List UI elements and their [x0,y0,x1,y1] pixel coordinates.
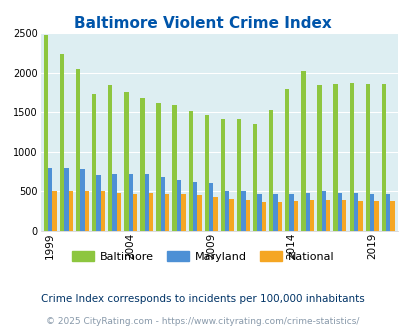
Bar [100,191,105,231]
Bar [245,200,249,231]
Bar [60,54,64,231]
Bar [317,85,321,231]
Bar [209,183,213,231]
Bar [236,119,241,231]
Bar [172,106,177,231]
Bar [181,194,185,231]
Bar [220,118,224,231]
Bar [124,92,128,231]
Bar [149,193,153,231]
Bar [381,84,385,231]
Bar [156,103,160,231]
Bar [269,110,273,231]
Bar [224,191,229,231]
Bar [48,168,52,231]
Bar [84,191,89,231]
Bar [192,182,197,231]
Bar [273,194,277,231]
Bar [277,202,281,231]
Bar [108,85,112,231]
Bar [92,94,96,231]
Bar [369,194,373,231]
Bar [289,194,293,231]
Bar [333,84,337,231]
Legend: Baltimore, Maryland, National: Baltimore, Maryland, National [67,247,338,267]
Bar [365,84,369,231]
Bar [197,195,201,231]
Bar [188,112,192,231]
Bar [68,191,72,231]
Bar [160,177,165,231]
Bar [204,115,209,231]
Text: Baltimore Violent Crime Index: Baltimore Violent Crime Index [74,16,331,31]
Bar [132,194,137,231]
Bar [257,194,261,231]
Bar [341,200,345,231]
Bar [357,201,362,231]
Bar [76,69,80,231]
Bar [144,174,149,231]
Bar [252,124,257,231]
Bar [305,193,309,231]
Bar [301,71,305,231]
Bar [349,83,353,231]
Bar [373,201,378,231]
Text: Crime Index corresponds to incidents per 100,000 inhabitants: Crime Index corresponds to incidents per… [41,294,364,304]
Bar [229,199,233,231]
Bar [325,200,330,231]
Text: © 2025 CityRating.com - https://www.cityrating.com/crime-statistics/: © 2025 CityRating.com - https://www.city… [46,317,359,326]
Bar [213,197,217,231]
Bar [284,89,289,231]
Bar [321,191,325,231]
Bar [390,201,394,231]
Bar [128,174,132,231]
Bar [261,202,265,231]
Bar [385,194,390,231]
Bar [64,168,68,231]
Bar [337,193,341,231]
Bar [117,193,121,231]
Bar [80,169,84,231]
Bar [241,191,245,231]
Bar [309,200,313,231]
Bar [112,174,117,231]
Bar [96,175,100,231]
Bar [177,180,181,231]
Bar [52,191,57,231]
Bar [353,193,357,231]
Bar [44,35,48,231]
Bar [140,98,144,231]
Bar [165,194,169,231]
Bar [293,201,297,231]
